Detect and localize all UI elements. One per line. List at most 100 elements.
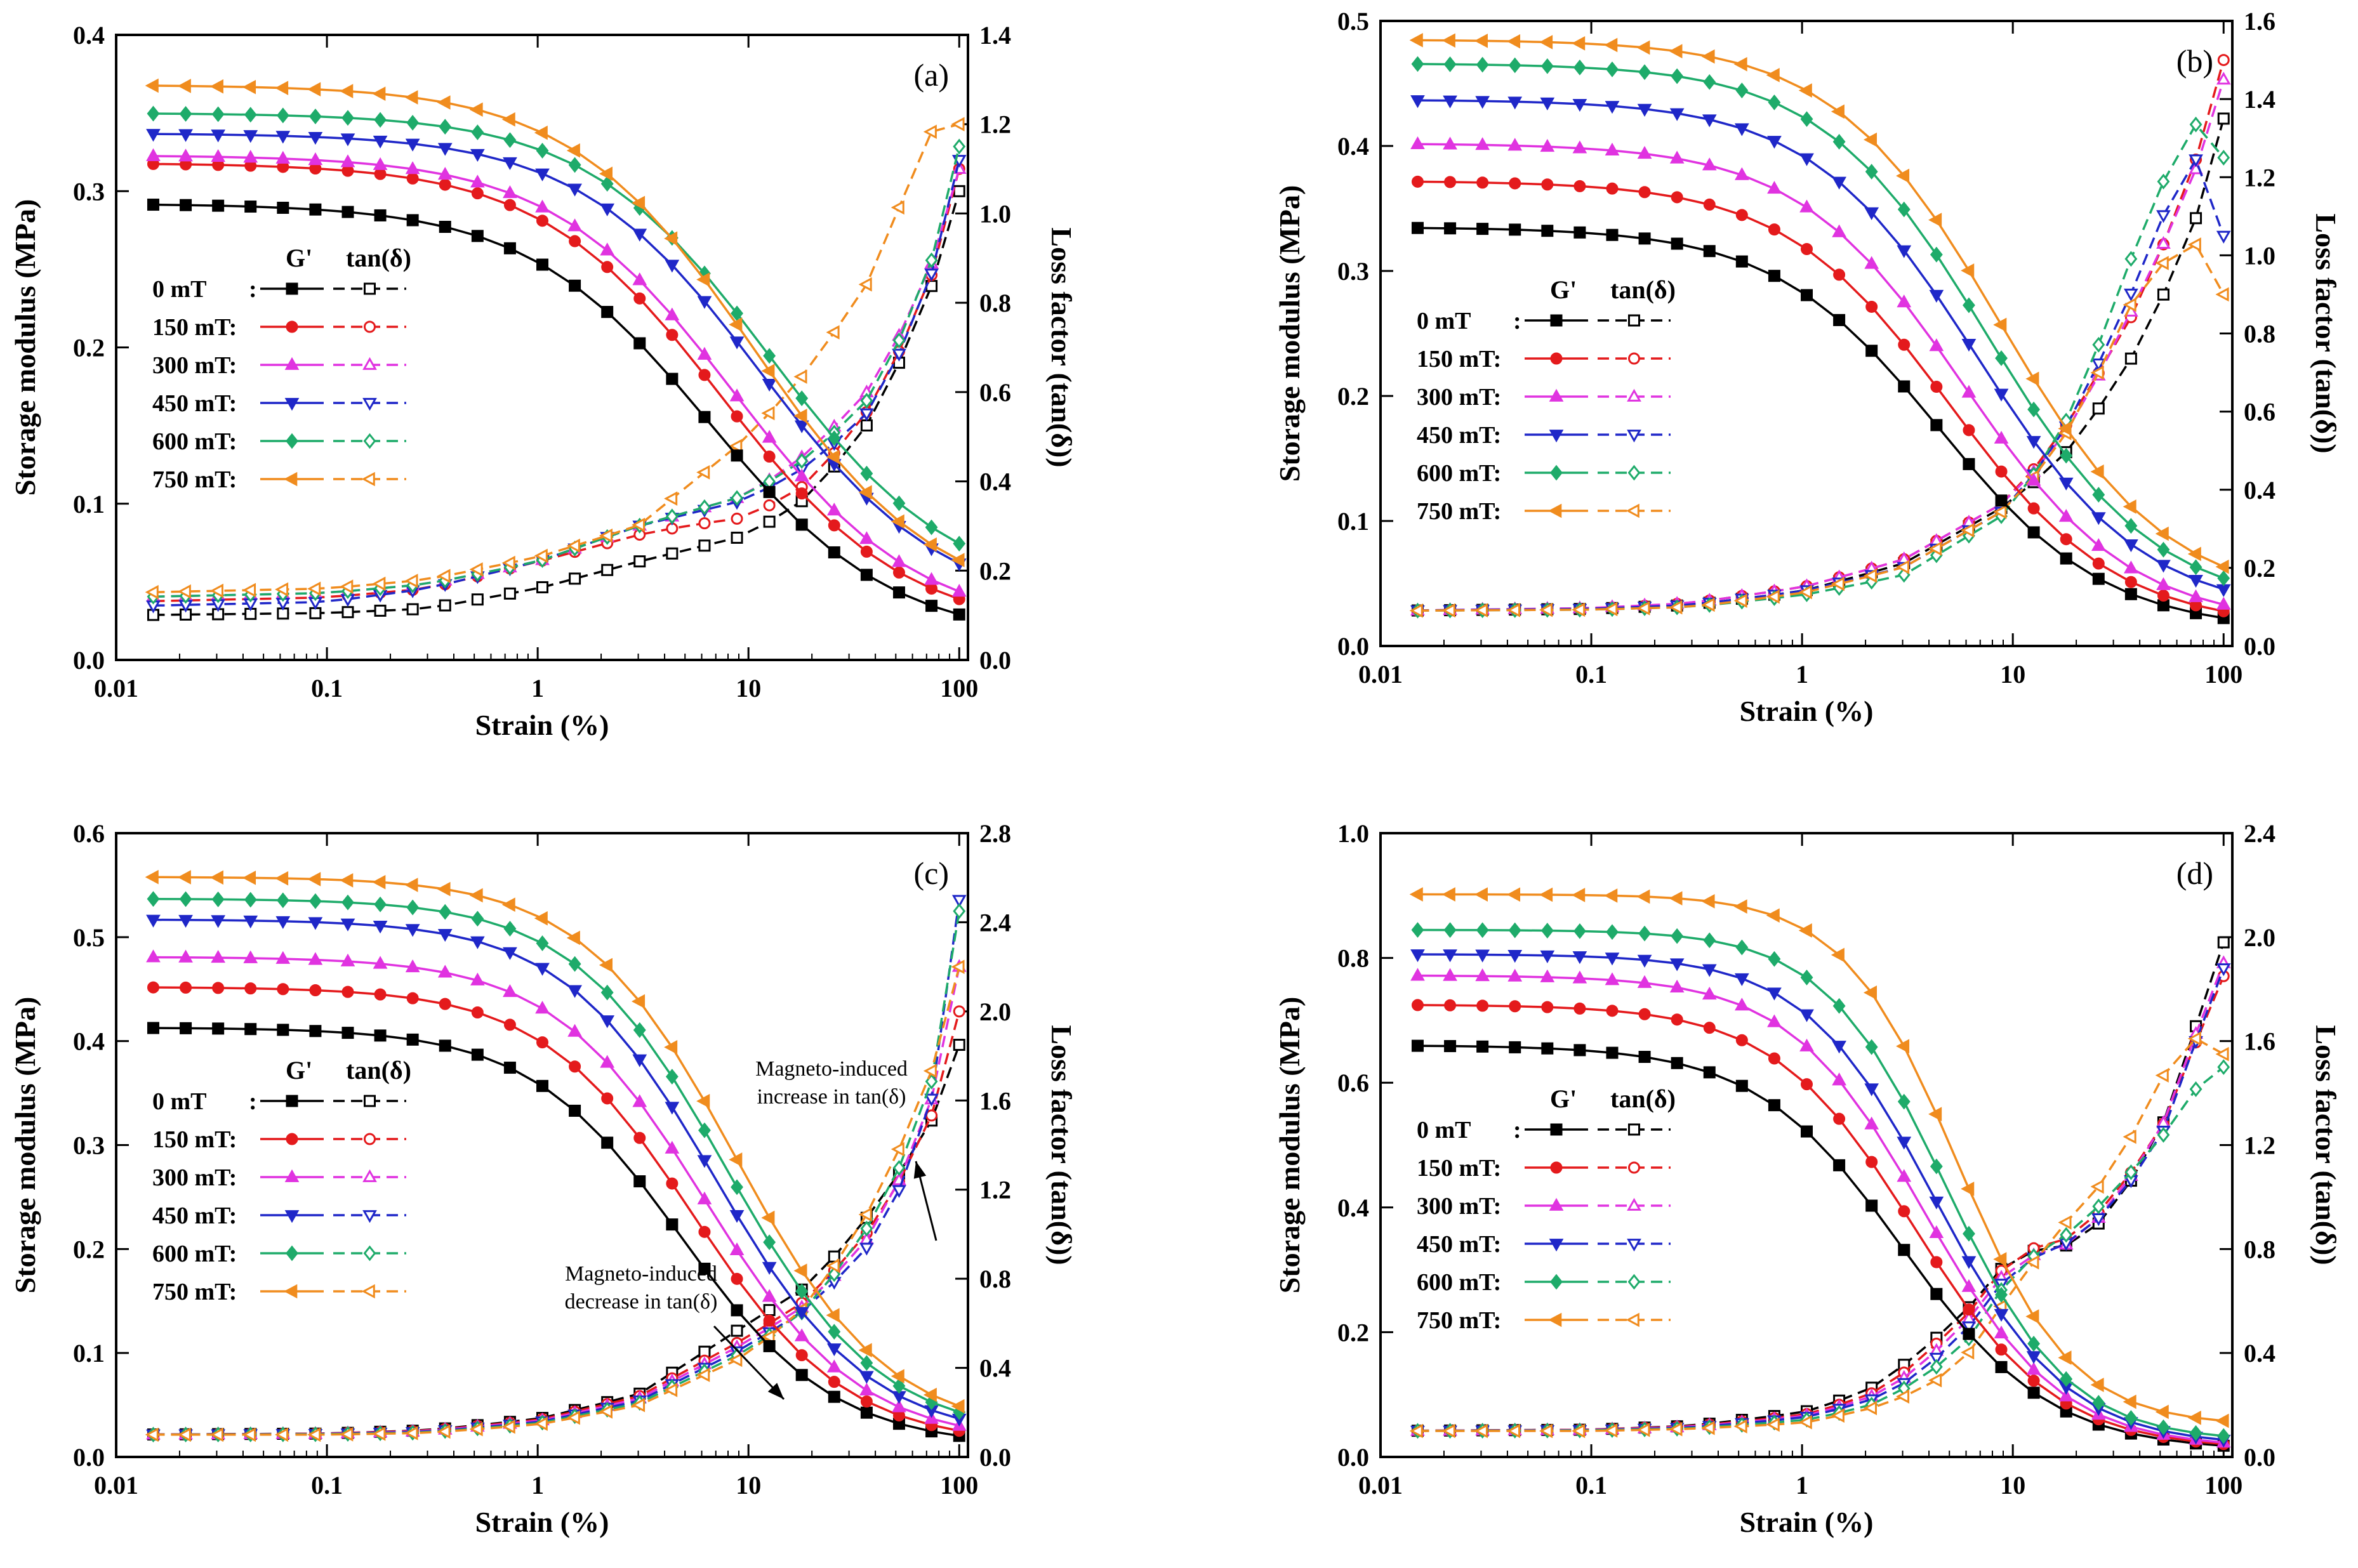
y-tick-label: 0.0	[73, 646, 105, 675]
legend: G' tan(δ) 0 mT:150 mT: 300 mT: 450 mT: 600 mT…	[152, 244, 411, 493]
gprime-point	[373, 157, 388, 170]
y2-tick-label: 2.4	[2244, 819, 2275, 848]
gprime-point	[828, 519, 840, 532]
gprime-point	[953, 536, 966, 552]
gprime-point	[1669, 891, 1683, 906]
tan-point	[437, 569, 451, 584]
tan-point	[925, 252, 938, 268]
gprime-point	[794, 1328, 809, 1341]
gprime-point	[665, 307, 680, 320]
gprime-point	[1508, 922, 1521, 939]
legend-colon: :	[1513, 308, 1521, 334]
gprime-point	[2216, 596, 2231, 610]
y-axis-title: Storage modulus (MPa)	[9, 997, 41, 1294]
legend-tan-marker	[362, 398, 377, 411]
gprime-point	[2156, 560, 2171, 573]
legend-gprime-marker	[1550, 1274, 1563, 1290]
legend-tan-marker	[1628, 352, 1640, 365]
panel-label: (b)	[2176, 43, 2213, 79]
gprime-point	[729, 336, 745, 350]
y-tick-label: 1.0	[1337, 819, 1369, 848]
tan-point	[2217, 150, 2230, 166]
gprime-line-450-mT	[1417, 99, 2224, 591]
y-axis-title: Storage modulus (MPa)	[1273, 185, 1306, 482]
y-tick-label: 0.1	[1337, 507, 1369, 536]
tan-point	[404, 1426, 418, 1440]
gprime-point	[1509, 1000, 1521, 1013]
tan-point	[2189, 116, 2202, 133]
tan-point	[2124, 1164, 2138, 1180]
gprime-point	[1703, 245, 1716, 258]
tan-point	[1733, 593, 1747, 608]
gprime-point	[1963, 297, 1975, 313]
gprime-point	[2060, 1371, 2073, 1387]
gprime-point	[696, 272, 710, 287]
gprime-point	[1832, 133, 1846, 150]
tan-point	[1766, 590, 1780, 604]
y2-tick-label: 1.4	[2244, 85, 2275, 114]
gprime-point	[1669, 958, 1685, 972]
gprime-point	[404, 90, 418, 105]
gprime-point	[405, 959, 420, 973]
tan-point	[2060, 1227, 2073, 1243]
y-tick-label: 0.1	[73, 1339, 105, 1367]
gprime-point	[1638, 232, 1651, 245]
gprime-point	[665, 1140, 680, 1154]
gprime-point	[1930, 1288, 1943, 1300]
gprime-point	[180, 199, 192, 211]
gprime-point	[244, 107, 257, 123]
tan-point	[501, 555, 515, 570]
gprime-point	[666, 329, 679, 341]
gprime-point	[697, 346, 712, 360]
legend-gprime-marker	[286, 1095, 298, 1107]
gprime-point	[1476, 1040, 1489, 1053]
gprime-point	[2123, 499, 2136, 514]
gprime-point	[1768, 270, 1780, 282]
gprime-point	[795, 487, 808, 500]
gprime-point	[503, 1018, 516, 1031]
gprime-point	[1832, 1072, 1846, 1086]
gprime-point	[1896, 168, 1910, 183]
tan-line-750-mT	[1417, 1037, 2225, 1432]
gprime-point	[1930, 1256, 1943, 1268]
legend-tan-marker	[363, 433, 376, 449]
gprime-point	[1476, 56, 1489, 73]
x-tick-label: 100	[2204, 660, 2242, 688]
gprime-point	[762, 1289, 777, 1302]
gprime-point	[437, 166, 453, 180]
gprime-point	[599, 166, 613, 181]
gprime-point	[1444, 1040, 1457, 1053]
legend-gprime-marker	[1549, 430, 1564, 443]
gprime-line-300-mT	[1417, 143, 2224, 606]
gprime-point	[1703, 1066, 1716, 1079]
gprime-point	[1572, 36, 1586, 51]
tan-line-450-mT	[153, 159, 960, 607]
tan-point	[340, 1427, 354, 1442]
gprime-point	[1441, 33, 1455, 48]
legend: G' tan(δ) 0 mT:150 mT: 300 mT: 450 mT: 600 mT…	[1417, 1084, 1676, 1334]
gprime-point	[1669, 44, 1683, 58]
gprime-point	[439, 119, 452, 135]
y-tick-label: 0.1	[73, 490, 105, 518]
legend-gprime-marker	[284, 398, 300, 411]
legend-label: 0 mT	[1417, 1117, 1471, 1143]
gprime-point	[2157, 590, 2169, 602]
x-tick-label: 10	[736, 1471, 761, 1499]
gprime-point	[633, 292, 646, 305]
tan-point	[858, 1207, 872, 1222]
tan-point	[2124, 352, 2137, 365]
gprime-point	[180, 1022, 192, 1034]
gprime-point	[698, 1225, 711, 1238]
gprime-point	[1411, 221, 1424, 234]
gprime-point	[1961, 385, 1977, 398]
gprime-point	[2058, 509, 2074, 522]
gprime-point	[2091, 537, 2106, 551]
gprime-point	[1508, 57, 1521, 74]
gprime-point	[2189, 589, 2203, 602]
legend-colon: :	[1513, 1117, 1521, 1143]
gprime-point	[1606, 924, 1619, 940]
gprime-point	[826, 1308, 840, 1322]
legend-label: 150 mT:	[1417, 1155, 1501, 1182]
gprime-point	[731, 305, 743, 322]
gprime-point	[632, 994, 646, 1009]
